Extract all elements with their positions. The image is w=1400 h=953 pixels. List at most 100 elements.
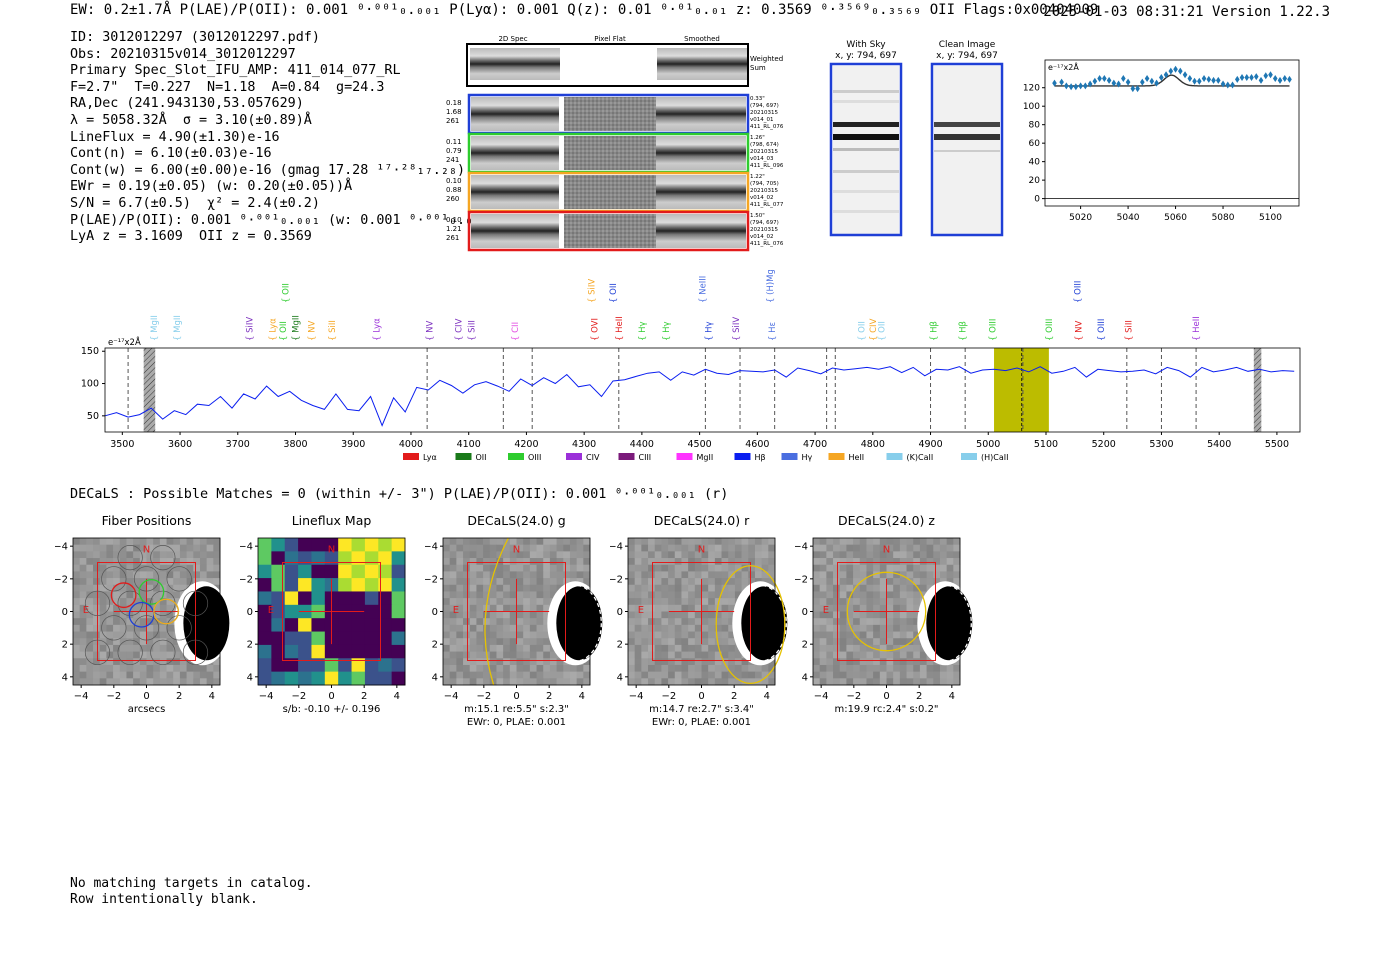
spectrum-axes [104,347,1301,433]
image-pixel [476,598,484,606]
image-title: With Sky [846,40,886,50]
image-pixel [913,678,921,686]
image-pixel [146,558,154,566]
image-pixel [668,591,676,599]
image-pixel [463,564,471,572]
image-pixel [153,538,161,545]
image-pixel [721,611,729,619]
image-pixel [449,611,457,619]
image-pixel [153,598,161,606]
image-pixel [886,571,894,579]
image-pixel [701,678,709,686]
image-pixel [688,658,696,666]
image-pixel [556,571,564,579]
image-pixel [879,631,887,639]
image-pixel [563,664,571,672]
flux-pixel [351,644,366,659]
image-pixel [846,624,854,632]
image-pixel [449,638,457,646]
image-pixel [166,591,174,599]
image-pixel [661,671,669,679]
image-pixel [146,678,154,686]
unit-label: e⁻¹⁷x2Å [1048,61,1079,72]
image-pixel [714,538,722,545]
image-pixel [681,598,689,606]
row-2d-spec [471,136,559,170]
image-pixel [681,564,689,572]
image-pixel [213,658,221,666]
image-pixel [529,611,537,619]
y-tick-label: 2 [432,640,438,651]
image-pixel [641,578,649,586]
image-pixel [873,644,881,652]
image-pixel [133,558,141,566]
image-pixel [813,571,820,579]
image-pixel [456,604,464,612]
legend-swatch [455,453,472,460]
image-pixel [99,611,107,619]
image-pixel [153,544,161,552]
image-pixel [119,564,127,572]
image-pixel [668,578,676,586]
image-pixel [469,558,477,566]
image-pixel [543,624,551,632]
image-pixel [73,538,80,545]
y-tick-label: 120 [1023,84,1040,94]
thumb-title: Lineflux Map [292,513,372,528]
image-pixel [926,564,934,572]
image-pixel [549,551,557,559]
image-pixel [879,591,887,599]
image-pixel [654,591,662,599]
image-pixel [456,538,464,545]
image-pixel [456,618,464,626]
image-pixel [946,571,954,579]
image-pixel [694,658,702,666]
image-pixel [443,544,450,552]
image-pixel [886,604,894,612]
image-pixel [199,664,207,672]
image-pixel [866,631,874,639]
image-pixel [73,591,80,599]
image-pixel [443,631,450,639]
image-pixel [886,591,894,599]
emission-line-label-upper: { (H)MgII [766,270,776,303]
image-pixel [641,604,649,612]
info-line: Primary Spec_Slot_IFU_AMP: 411_014_077_R… [70,63,401,79]
image-pixel [529,678,537,686]
image-pixel [866,538,874,545]
image-pixel [846,538,854,545]
image-pixel [523,618,531,626]
image-pixel [701,584,709,592]
data-point [1215,76,1221,84]
image-pixel [139,618,147,626]
fiber-circle [150,639,176,665]
image-pixel [469,584,477,592]
image-pixel [741,578,749,586]
emission-line-label: { Hβ [929,321,939,341]
image-pixel [166,578,174,586]
image-pixel [469,551,477,559]
image-pixel [99,604,107,612]
image-pixel [728,618,736,626]
image-pixel [688,591,696,599]
image-pixel [443,584,450,592]
image-pixel [489,644,497,652]
y-tick-label: 80 [1029,121,1041,131]
image-pixel [133,591,141,599]
header-summary: EW: 0.2±1.7Å P(LAE)/P(OII): 0.001 ⁰·⁰⁰¹₀… [70,2,1099,18]
image-pixel [939,551,947,559]
y-tick-label: −4 [795,542,808,553]
image-pixel [768,658,776,666]
image-pixel [681,678,689,686]
image-pixel [73,664,80,672]
image-pixel [73,644,80,652]
image-pixel [563,564,571,572]
image-pixel [133,611,141,619]
legend-swatch [961,453,977,460]
flux-pixel [258,551,272,566]
image-pixel [906,571,914,579]
image-pixel [146,591,154,599]
y-tick-label: 4 [802,672,808,683]
image-pixel [813,538,820,545]
image-pixel [173,578,181,586]
